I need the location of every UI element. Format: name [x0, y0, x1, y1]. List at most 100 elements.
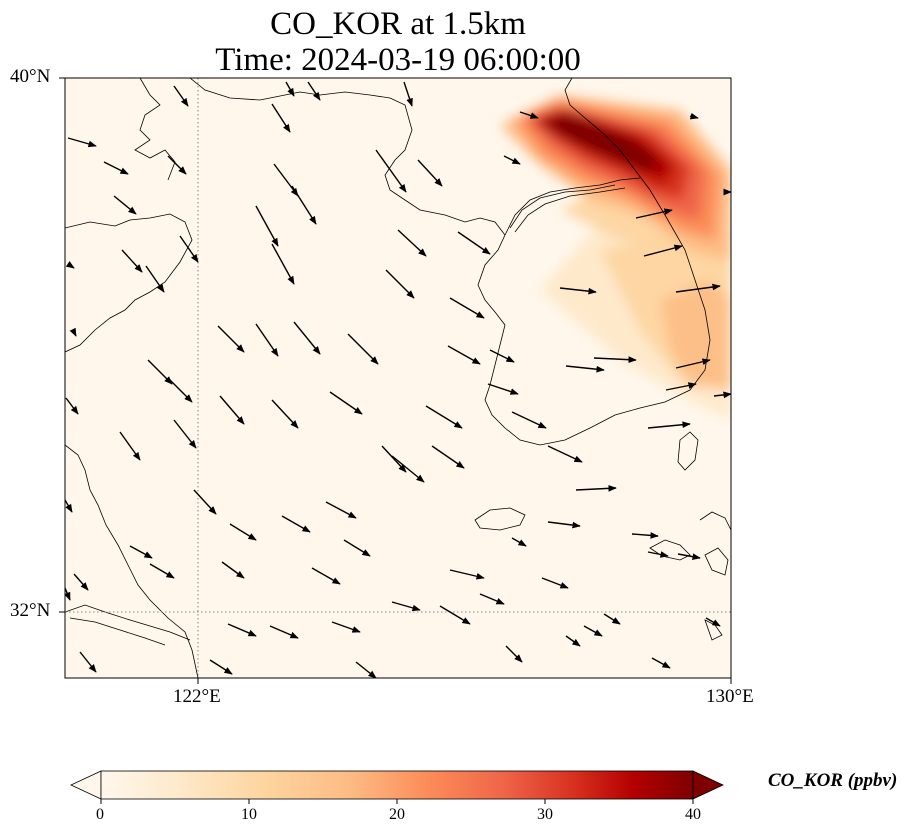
wind-vector	[343, 539, 371, 557]
wind-vector	[271, 243, 295, 285]
colorbar-gradient	[100, 770, 694, 800]
wind-vector	[635, 208, 673, 219]
wind-vector	[503, 155, 521, 165]
wind-vector	[391, 455, 425, 483]
wind-vector	[129, 545, 153, 559]
wind-vector	[593, 356, 637, 363]
wind-vector	[173, 419, 197, 449]
wind-vector	[73, 573, 89, 591]
wind-vector	[665, 382, 697, 391]
wind-vector	[65, 587, 71, 601]
wind-vector	[647, 421, 691, 429]
wind-vector	[65, 397, 79, 415]
wind-vector	[167, 155, 187, 175]
wind-vector	[217, 325, 245, 353]
wind-vector	[425, 405, 463, 429]
wind-vector	[431, 445, 465, 469]
wind-vector	[119, 431, 141, 461]
colorbar-label: CO_KOR (ppbv)	[768, 770, 898, 791]
wind-vector	[397, 229, 427, 257]
wind-vector	[145, 265, 165, 293]
colorbar-tick-20: 20	[389, 806, 405, 823]
plot-title: CO_KOR at 1.5km	[270, 6, 526, 42]
wind-vector	[209, 659, 233, 675]
wind-vector	[519, 111, 539, 119]
wind-vector	[355, 661, 377, 678]
map-frame	[64, 77, 732, 679]
wind-vector	[69, 327, 77, 337]
wind-vector	[221, 561, 245, 579]
wind-vector	[147, 359, 173, 385]
wind-vector	[449, 569, 485, 580]
wind-vector	[281, 515, 311, 533]
wind-vector	[381, 445, 407, 473]
wind-vector	[403, 81, 413, 107]
colorbar-tick-0: 0	[96, 806, 104, 823]
wind-vector	[489, 349, 515, 363]
wind-vector	[103, 161, 129, 175]
wind-vector	[583, 625, 603, 637]
wind-vector	[575, 485, 617, 492]
wind-vector	[375, 149, 407, 193]
wind-vector	[307, 81, 321, 101]
colorbar-tick-10: 10	[241, 806, 257, 823]
wind-vector	[603, 613, 621, 625]
lat-tick-40N: 40°N	[10, 66, 51, 87]
wind-vector	[705, 617, 721, 627]
wind-vector	[311, 567, 341, 585]
wind-vector	[113, 195, 137, 215]
wind-vector	[631, 532, 659, 539]
axis-ticks	[59, 77, 732, 684]
lon-tick-122E: 122°E	[173, 686, 221, 707]
wind-vector	[541, 577, 569, 589]
colorbar-extend-max	[692, 770, 724, 800]
wind-vector	[647, 551, 669, 558]
wind-vector	[391, 601, 421, 612]
wind-vector	[447, 345, 481, 365]
wind-vector	[271, 103, 291, 133]
wind-vector	[255, 205, 279, 247]
wind-vector	[149, 563, 175, 579]
wind-vector	[271, 399, 299, 429]
wind-vector	[565, 365, 605, 373]
wind-vector	[479, 593, 505, 605]
wind-vector	[347, 333, 379, 365]
wind-vector	[273, 163, 299, 197]
wind-vector	[511, 537, 527, 547]
colorbar	[70, 770, 724, 804]
co-concentration-field	[500, 95, 731, 420]
wind-vector	[713, 391, 731, 399]
coastlines	[65, 78, 731, 678]
wind-vector	[229, 523, 257, 541]
wind-vector	[65, 261, 75, 269]
wind-vector	[291, 185, 317, 225]
wind-vector	[293, 321, 321, 355]
wind-vector	[329, 391, 363, 415]
lon-tick-130E: 130°E	[706, 686, 754, 707]
wind-vector	[675, 283, 721, 293]
wind-vector	[255, 323, 279, 357]
wind-vector	[65, 499, 73, 513]
graticule	[65, 78, 731, 678]
wind-vectors	[65, 81, 731, 678]
wind-vector	[439, 605, 471, 625]
wind-vector	[121, 249, 143, 273]
wind-vector	[173, 85, 189, 107]
wind-vector	[677, 553, 701, 560]
wind-vector	[449, 297, 485, 319]
colorbar-tick-40: 40	[685, 806, 701, 823]
wind-vector	[643, 244, 683, 257]
wind-vector	[689, 112, 699, 120]
wind-vector	[227, 623, 257, 637]
wind-vector	[325, 501, 357, 519]
wind-vector	[505, 645, 523, 663]
wind-vector	[193, 489, 217, 515]
wind-vector	[417, 159, 443, 187]
wind-vector	[67, 137, 97, 148]
wind-vector	[179, 235, 199, 263]
wind-vector	[511, 411, 547, 429]
colorbar-extend-min	[70, 770, 102, 800]
wind-vector	[565, 635, 581, 647]
colorbar-tick-30: 30	[537, 806, 553, 823]
